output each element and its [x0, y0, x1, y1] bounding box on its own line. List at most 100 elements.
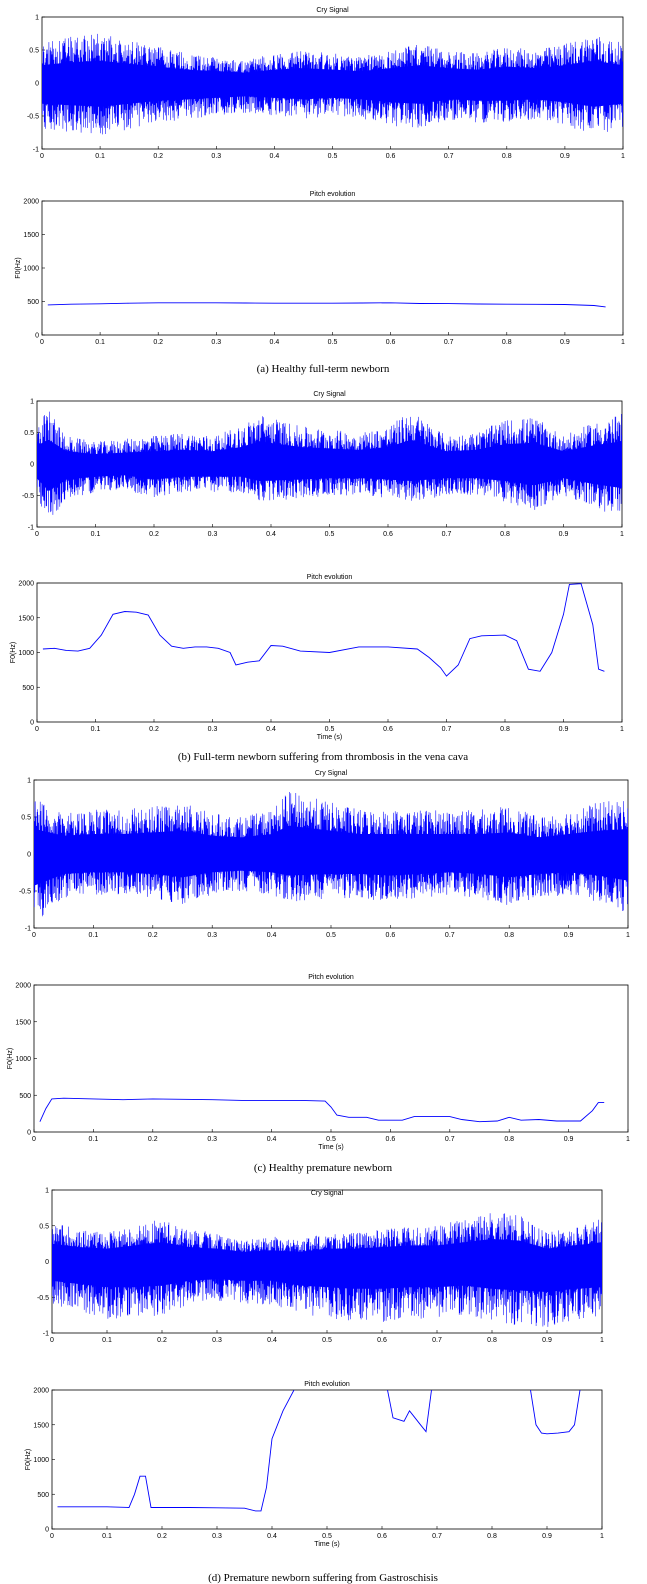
- x-tick-label: 0.1: [102, 1533, 112, 1540]
- x-tick-label: 0.1: [91, 726, 101, 733]
- x-tick-label: 0.9: [564, 1136, 574, 1143]
- y-tick-label: -0.5: [19, 889, 31, 896]
- chart-a-pitch-evolution: Pitch evolution 0 0.1 0.2 0.3 0.4 0.5 0.6 0.7 0.8…: [15, 191, 625, 346]
- x-tick-label: 0.7: [444, 339, 454, 346]
- y-tick-label: 1000: [15, 1056, 31, 1063]
- x-tick-label: 0.3: [212, 1533, 222, 1540]
- x-tick-label: 0.5: [322, 1337, 332, 1344]
- plot-frame: [41, 200, 624, 336]
- x-tick-label: 0.6: [377, 1337, 387, 1344]
- x-tick-label: 0.3: [207, 1136, 217, 1143]
- x-tick-label: 0.6: [377, 1533, 387, 1540]
- pitch-line-0: [42, 583, 605, 677]
- y-tick-label: -0.5: [37, 1295, 49, 1302]
- x-tick-label: 0: [35, 531, 39, 538]
- x-tick-label: 0: [40, 339, 44, 346]
- y-tick-label: 0: [35, 333, 39, 340]
- caption-c: (c) Healthy premature newborn: [254, 1162, 393, 1174]
- y-axis-label: F0(Hz): [7, 1048, 14, 1069]
- y-tick-label: -1: [33, 147, 39, 154]
- x-tick-label: 0.4: [267, 1136, 277, 1143]
- x-tick-label: 0.9: [564, 932, 574, 939]
- pitch-line-0: [39, 1097, 605, 1123]
- plot-layer: Cry Signal 0 0.1 0.2 0.3 0.4 0.5 0.6 0.7 0.8 0.9 1 -…: [7, 7, 630, 1548]
- y-tick-label: 1500: [23, 232, 39, 239]
- plot-title: Cry Signal: [315, 770, 348, 777]
- x-tick-label: 1: [621, 153, 625, 160]
- x-tick-label: 0.7: [432, 1533, 442, 1540]
- x-tick-label: 0: [32, 932, 36, 939]
- x-tick-label: 0.9: [542, 1337, 552, 1344]
- y-tick-label: 1000: [23, 266, 39, 273]
- plot-title: Cry Signal: [316, 7, 349, 14]
- x-tick-label: 0.5: [325, 531, 335, 538]
- x-tick-label: 0.7: [442, 531, 452, 538]
- x-tick-label: 0.5: [328, 339, 338, 346]
- plot-title: Pitch evolution: [310, 191, 356, 198]
- x-tick-label: 0.4: [270, 153, 280, 160]
- x-tick-label: 0.6: [383, 726, 393, 733]
- y-tick-label: -1: [25, 926, 31, 933]
- x-tick-label: 0.1: [89, 1136, 99, 1143]
- plot-frame: [33, 984, 629, 1133]
- x-tick-label: 0.2: [148, 932, 158, 939]
- y-tick-label: -0.5: [27, 114, 39, 121]
- chart-b-pitch-evolution: Pitch evolution 0 0.1 0.2 0.3 0.4 0.5 0.6 0.7 0.8…: [10, 574, 624, 741]
- y-tick-label: 0: [30, 462, 34, 469]
- x-tick-label: 0.6: [386, 932, 396, 939]
- x-tick-label: 0.8: [502, 339, 512, 346]
- y-tick-label: -0.5: [22, 493, 34, 500]
- x-tick-label: 0.1: [89, 932, 99, 939]
- x-tick-label: 0.5: [328, 153, 338, 160]
- chart-a-cry-signal: Cry Signal 0 0.1 0.2 0.3 0.4 0.5 0.6 0.7 0.8 0.9 1 -…: [27, 7, 625, 160]
- chart-c-pitch-evolution: Pitch evolution 0 0.1 0.2 0.3 0.4 0.5 0.6 0.7 0.8…: [7, 974, 630, 1151]
- pitch-line-0: [57, 1390, 295, 1512]
- cry-waveform-core: [52, 1238, 602, 1293]
- y-tick-label: -1: [43, 1331, 49, 1338]
- x-tick-label: 1: [626, 932, 630, 939]
- x-tick-label: 0.7: [445, 1136, 455, 1143]
- x-axis-label: Time (s): [318, 1144, 343, 1151]
- y-tick-label: 1: [27, 778, 31, 785]
- y-tick-label: 0: [27, 1130, 31, 1137]
- y-tick-label: 500: [19, 1093, 31, 1100]
- pitch-line-1: [387, 1390, 432, 1433]
- x-tick-label: 0.1: [95, 153, 105, 160]
- x-axis-label: Time (s): [317, 734, 342, 741]
- x-tick-label: 0.2: [153, 339, 163, 346]
- x-tick-label: 0.4: [267, 1337, 277, 1344]
- x-tick-label: 0.2: [157, 1337, 167, 1344]
- pitch-line-2: [530, 1390, 581, 1435]
- cry-waveform-core: [42, 60, 623, 107]
- x-tick-label: 0.2: [149, 531, 159, 538]
- plot-frame: [51, 1389, 603, 1530]
- x-tick-label: 0.3: [207, 932, 217, 939]
- y-tick-label: 1: [45, 1188, 49, 1195]
- x-tick-label: 0: [50, 1337, 54, 1344]
- x-tick-label: 0.1: [91, 531, 101, 538]
- chart-b-cry-signal: Cry Signal 0 0.1 0.2 0.3 0.4 0.5 0.6 0.7 0.8 0.9 1 -…: [22, 391, 624, 538]
- y-tick-label: 0: [45, 1259, 49, 1266]
- y-tick-label: 2000: [18, 581, 34, 588]
- x-tick-label: 0.3: [208, 726, 218, 733]
- y-tick-label: -1: [28, 525, 34, 532]
- x-tick-label: 0.3: [212, 1337, 222, 1344]
- x-tick-label: 0.7: [442, 726, 452, 733]
- chart-d-pitch-evolution: Pitch evolution 0 0.1 0.2 0.3 0.4 0.5 0.6 0.7 0.8…: [25, 1381, 604, 1548]
- x-tick-label: 0.8: [500, 531, 510, 538]
- x-tick-label: 1: [620, 726, 624, 733]
- x-tick-label: 0.8: [487, 1533, 497, 1540]
- y-tick-label: 1500: [18, 615, 34, 622]
- x-tick-label: 1: [621, 339, 625, 346]
- x-tick-label: 0.5: [322, 1533, 332, 1540]
- chart-d-cry-signal: Cry Signal 0 0.1 0.2 0.3 0.4 0.5 0.6 0.7 0.8 0.9 1 -…: [37, 1188, 604, 1345]
- x-tick-label: 0.5: [326, 932, 336, 939]
- x-tick-label: 0.1: [102, 1337, 112, 1344]
- x-tick-label: 0.1: [95, 339, 105, 346]
- x-axis-label: Time (s): [314, 1541, 339, 1548]
- x-tick-label: 0.4: [266, 726, 276, 733]
- y-axis-label: F0(Hz): [10, 642, 17, 663]
- y-tick-label: 1000: [33, 1457, 49, 1464]
- x-tick-label: 0.6: [383, 531, 393, 538]
- y-tick-label: 0: [27, 852, 31, 859]
